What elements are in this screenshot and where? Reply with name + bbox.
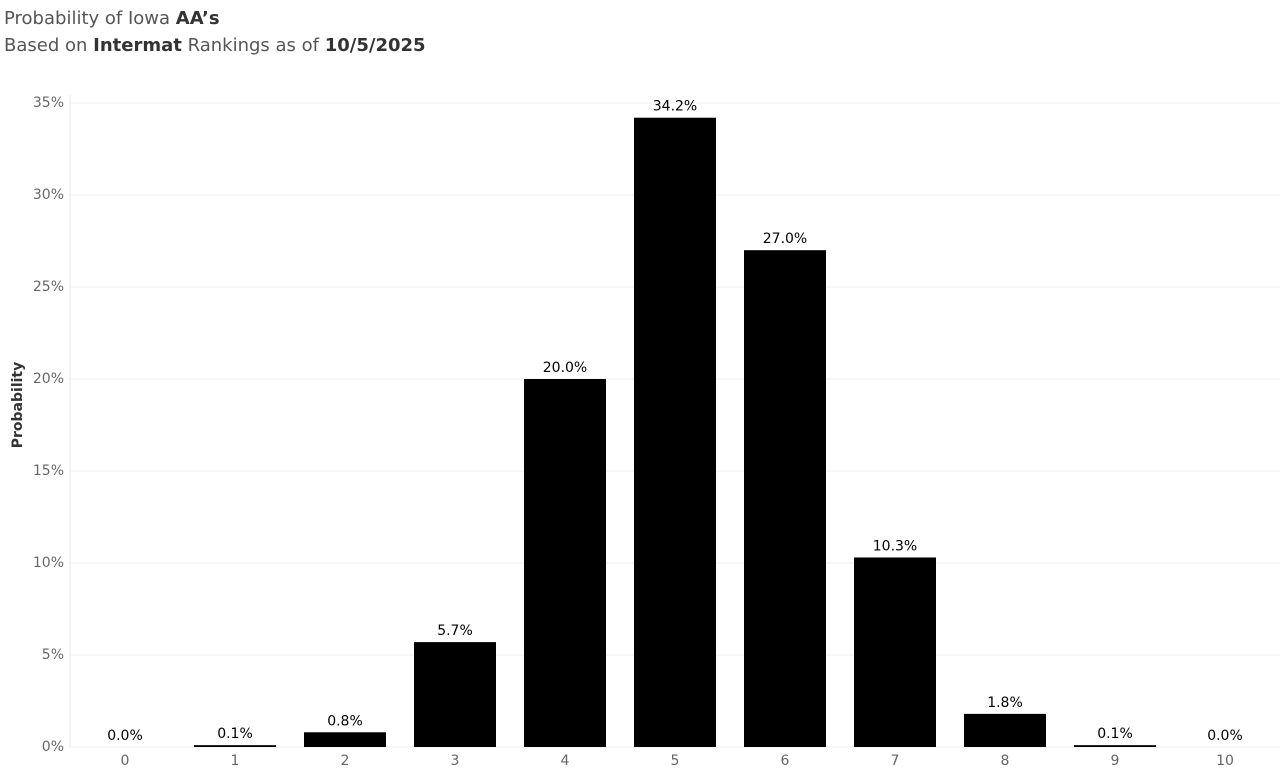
bar: [854, 557, 936, 747]
value-label: 0.1%: [217, 726, 253, 742]
subtitle-part: Based on: [4, 35, 87, 56]
bar: [524, 379, 606, 747]
value-label: 0.0%: [107, 728, 143, 744]
x-tick-label: 0: [121, 753, 130, 769]
y-tick-label: 25%: [33, 279, 64, 295]
value-label: 10.3%: [873, 538, 917, 554]
bar: [964, 713, 1046, 747]
x-tick-label: 2: [341, 753, 350, 769]
title-part: Probability of Iowa: [4, 8, 170, 29]
x-tick-label: 5: [671, 753, 680, 769]
x-tick-label: 6: [781, 753, 790, 769]
x-tick-label: 4: [561, 753, 570, 769]
value-label: 34.2%: [653, 99, 697, 115]
value-label: 27.0%: [763, 231, 807, 247]
x-tick-label: 8: [1001, 753, 1010, 769]
x-tick-label: 10: [1216, 753, 1234, 769]
value-label: 0.8%: [327, 713, 363, 729]
y-tick-label: 0%: [42, 739, 64, 755]
subtitle-part: Rankings as of: [188, 35, 320, 56]
value-label: 0.0%: [1207, 728, 1243, 744]
value-label: 1.8%: [987, 695, 1023, 711]
y-tick-label: 15%: [33, 463, 64, 479]
chart-title: Probability of Iowa AA’s: [4, 8, 220, 29]
value-label: 5.7%: [437, 623, 473, 639]
y-tick-label: 30%: [33, 187, 64, 203]
y-tick-label: 35%: [33, 95, 64, 111]
y-axis-title: Probability: [10, 362, 26, 449]
title-part: AA’s: [176, 8, 220, 29]
y-tick-label: 5%: [42, 647, 64, 663]
value-label: 20.0%: [543, 360, 587, 376]
y-tick-label: 20%: [33, 371, 64, 387]
x-tick-label: 9: [1111, 753, 1120, 769]
bar: [744, 250, 826, 747]
x-tick-label: 7: [891, 753, 900, 769]
bar: [304, 732, 386, 747]
chart-subtitle: Based on Intermat Rankings as of 10/5/20…: [4, 35, 426, 56]
x-tick-label: 3: [451, 753, 460, 769]
bar: [414, 642, 496, 747]
subtitle-part: 10/5/2025: [325, 35, 426, 56]
subtitle-part: Intermat: [93, 35, 182, 56]
value-label: 0.1%: [1097, 726, 1133, 742]
bar: [1074, 745, 1156, 747]
bar: [634, 117, 716, 748]
y-tick-label: 10%: [33, 555, 64, 571]
bar: [194, 745, 276, 747]
x-tick-label: 1: [231, 753, 240, 769]
